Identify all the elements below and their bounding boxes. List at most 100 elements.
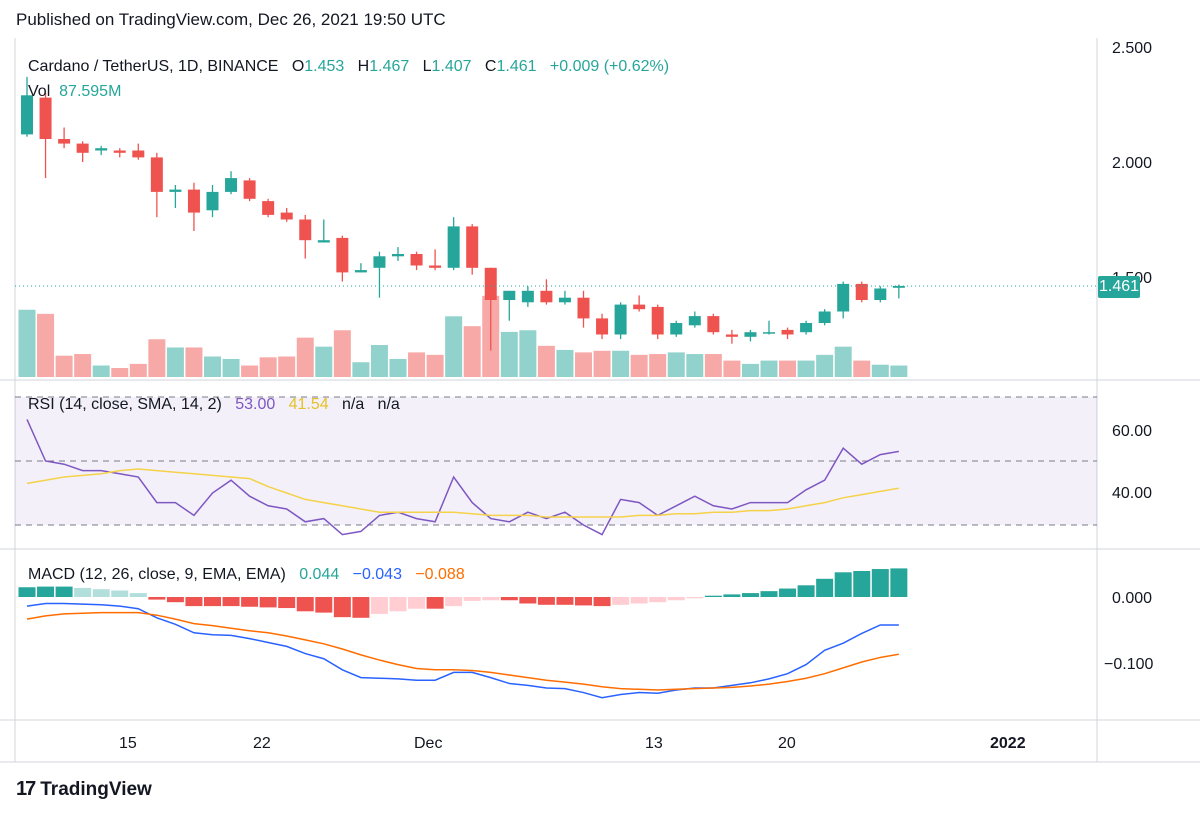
candle-body [837,283,850,312]
time-tick: 20 [778,735,796,752]
pair-title: Cardano / TetherUS, 1D, BINANCE [28,58,279,75]
footer-brand: 17 TradingView [16,778,152,801]
macd-histogram-bar [667,597,685,601]
macd-histogram-bar [575,597,592,606]
volume-bar [296,337,314,377]
candle-body [392,254,404,257]
volume-bar [185,347,203,377]
volume-bar [111,367,129,377]
macd-histogram-bar [445,597,463,607]
rsi-legend: RSI (14, close, SMA, 14, 2) 53.00 41.54 … [28,396,400,414]
low-label: L [422,58,432,75]
tradingview-wordmark: TradingView [40,778,152,800]
macd-histogram-bar [537,597,555,605]
candle-body [206,191,219,211]
macd-histogram-bar [315,597,333,613]
macd-histogram-bar [704,595,722,597]
candle-body [725,334,738,337]
macd-histogram-bar [166,597,184,603]
time-tick: 15 [119,735,137,752]
macd-legend: MACD (12, 26, close, 9, EMA, EMA) 0.044 … [28,566,465,584]
open-value: 1.453 [304,58,345,75]
macd-histogram-bar [408,597,426,609]
macd-line [26,602,899,699]
rsi-tick: 60.00 [1112,423,1152,440]
rsi-sma-value: 41.54 [288,396,329,413]
volume-bar [333,330,351,377]
macd-histogram-bar [463,597,481,601]
volume-bar [797,360,815,377]
macd-histogram-bar [111,590,129,597]
macd-histogram-bar [519,597,537,604]
candle-body [540,290,553,303]
volume-bar [834,346,852,377]
volume-bar [519,330,537,377]
low-value: 1.407 [431,58,472,75]
volume-bar [92,365,110,377]
volume-bar [129,363,147,377]
time-tick: 13 [645,735,663,752]
volume-legend: Vol 87.595M [28,83,121,101]
volume-bar [315,346,333,377]
signal-value: −0.088 [415,566,465,583]
candle-body [800,323,813,333]
volume-bar [389,358,407,377]
rsi-line [26,419,899,536]
candle-body [651,306,664,335]
candle-body [503,290,516,300]
macd-histogram-bar [612,597,630,605]
volume-bar [667,352,685,377]
close-label: C [484,58,497,75]
volume-bar [816,354,834,377]
candle-body [187,189,200,213]
candle-body [763,332,775,334]
macd-value: −0.043 [352,566,402,583]
macd-histogram-bar [834,572,852,597]
signal-line [26,611,899,691]
rsi-value: 53.00 [235,396,276,413]
rsi-na-2: n/a [377,396,400,413]
volume-bar [18,309,36,377]
time-tick: 22 [253,735,271,752]
candle-body [225,178,238,192]
last-price-tag: 1.461 [1098,276,1140,298]
candle-body [577,297,590,319]
macd-histogram-bar [482,597,500,601]
macd-label: MACD (12, 26, close, 9, EMA, EMA) [28,566,286,583]
candle-body [744,332,757,337]
rsi-lines [26,419,899,536]
price-tick: 2.500 [1112,40,1152,57]
macd-histogram-bar [779,588,797,597]
macd-histogram-bar [593,597,611,607]
candle-body [521,290,534,303]
candle-body [373,256,386,268]
macd-histogram-bar [500,597,518,601]
high-value: 1.467 [369,58,410,75]
volume-bar [148,339,166,377]
macd-histogram-bar [556,597,574,605]
volume-bar [445,316,463,377]
macd-tick: −0.100 [1104,656,1153,673]
macd-histogram-bar [55,586,73,597]
volume-bar [463,326,481,377]
macd-plot [18,568,908,699]
tradingview-logo: 17 [16,778,36,800]
candle-body [707,316,720,333]
macd-histogram-bar [333,597,351,618]
candle-body [447,226,460,268]
macd-histogram-bar [871,569,889,597]
vol-value: 87.595M [59,83,122,100]
volume-bar [556,349,574,377]
published-caption: Published on TradingView.com, Dec 26, 20… [16,10,446,29]
candle-body [429,265,442,268]
macd-histogram-bar [296,597,314,612]
volume-bar [74,354,92,377]
volume-bar [259,357,277,377]
macd-histogram-bar [129,593,147,597]
candle-body [95,148,108,151]
volume-bar [55,355,73,377]
candle-body [892,285,905,288]
candle-body [113,150,126,153]
macd-histogram-bar [426,597,444,609]
